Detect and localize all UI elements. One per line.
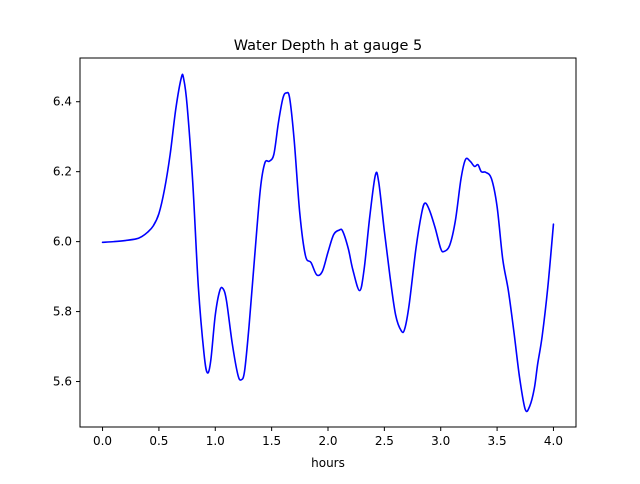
series-line-0 bbox=[101, 73, 555, 413]
x-tick-label: 0.0 bbox=[93, 434, 112, 448]
y-tick-label: 5.8 bbox=[53, 305, 72, 319]
y-tick-label: 6.4 bbox=[53, 95, 72, 109]
x-tick-label: 3.5 bbox=[488, 434, 507, 448]
x-tick-label: 4.0 bbox=[544, 434, 563, 448]
chart-title: Water Depth h at gauge 5 bbox=[234, 38, 422, 54]
y-tick-label: 5.6 bbox=[53, 375, 72, 389]
y-axis-ticks: 5.6 5.8 6.0 6.2 6.4 bbox=[53, 95, 80, 389]
x-tick-label: 3.0 bbox=[431, 434, 450, 448]
x-tick-label: 1.0 bbox=[206, 434, 225, 448]
y-tick-label: 6.0 bbox=[53, 235, 72, 249]
x-tick-label: 0.5 bbox=[149, 434, 168, 448]
plot-content bbox=[101, 73, 555, 413]
x-axis-ticks: 0.0 0.5 1.0 1.5 2.0 2.5 3.0 3.5 4.0 bbox=[93, 427, 563, 448]
y-tick-label: 6.2 bbox=[53, 165, 72, 179]
x-axis-label: hours bbox=[311, 456, 345, 470]
x-tick-label: 1.5 bbox=[262, 434, 281, 448]
x-tick-label: 2.0 bbox=[318, 434, 337, 448]
x-tick-label: 2.5 bbox=[375, 434, 394, 448]
